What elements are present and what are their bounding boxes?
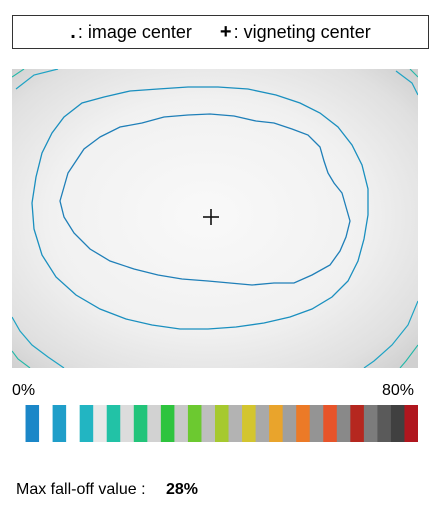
colorbar-segment	[160, 405, 175, 442]
colorbar-segment	[377, 405, 392, 442]
colorbar-segment	[309, 405, 324, 442]
colorbar-segment	[93, 405, 108, 442]
colorbar-segment	[147, 405, 162, 442]
vignetting-image	[12, 69, 418, 368]
colorbar-segment	[39, 405, 54, 442]
colorbar-segment	[12, 405, 27, 442]
colorbar-segment	[242, 405, 257, 442]
colorbar-segment	[390, 405, 405, 442]
colorbar-segment	[404, 405, 418, 442]
contour-outer	[12, 69, 418, 368]
colorbar-segment	[120, 405, 135, 442]
scale-max-label: 80%	[382, 382, 415, 399]
colorbar-segment	[228, 405, 243, 442]
max-falloff-readout: Max fall-off value : 28%	[16, 481, 198, 499]
colorbar-segment	[336, 405, 351, 442]
max-falloff-value: 28%	[166, 481, 199, 498]
colorbar-segment	[296, 405, 311, 442]
colorbar-segment	[187, 405, 202, 442]
image-center-symbol: .	[70, 20, 76, 43]
colorbar-segment	[350, 405, 365, 442]
colorbar-segment	[363, 405, 378, 442]
colorbar-segment	[269, 405, 284, 442]
vignetting-contour-map	[12, 69, 418, 368]
contour-outermost	[12, 69, 418, 368]
colorbar-segment	[201, 405, 216, 442]
image-center-label: : image center	[77, 21, 192, 42]
colorbar-segment	[133, 405, 148, 442]
falloff-colorbar	[12, 405, 418, 442]
vignetting-center-marker	[203, 209, 219, 225]
colorbar-segment	[282, 405, 297, 442]
image-center-legend-item: . : image center	[70, 21, 192, 44]
colorbar-segment	[323, 405, 338, 442]
colorbar-segment	[25, 405, 40, 442]
vignetting-center-legend-item: + : vigneting center	[220, 21, 371, 44]
colorbar-segment	[106, 405, 121, 442]
contour-inner	[59, 113, 351, 286]
colorbar-segment	[255, 405, 270, 442]
colorbar-segment	[66, 405, 81, 442]
legend-box: . : image center + : vigneting center	[12, 15, 429, 49]
scale-min-label: 0%	[12, 382, 36, 399]
vignetting-center-symbol: +	[219, 20, 232, 43]
colorbar-segment	[174, 405, 189, 442]
colorbar-segment	[215, 405, 230, 442]
vignetting-center-label: : vigneting center	[233, 21, 371, 42]
colorbar-segment	[79, 405, 94, 442]
colorbar-segment	[52, 405, 67, 442]
max-falloff-label: Max fall-off value :	[16, 481, 146, 498]
contour-middle	[31, 86, 369, 330]
